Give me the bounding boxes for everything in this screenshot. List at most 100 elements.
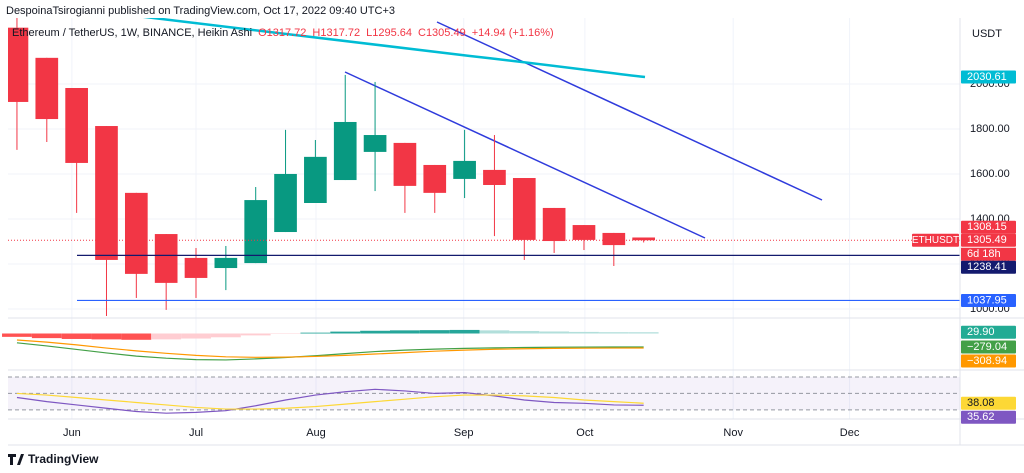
- indicator-line: [16, 392, 644, 410]
- x-tick-label: Jun: [63, 427, 81, 439]
- indicator-label-bg: [961, 396, 1016, 410]
- histogram-bar: [210, 333, 241, 338]
- candle-body: [35, 57, 59, 120]
- indicator-label-bg: [961, 340, 1016, 354]
- indicator-label: 38.08: [967, 397, 995, 409]
- price-label: 1305.49: [967, 234, 1007, 246]
- candle-body: [214, 257, 238, 269]
- histogram-bar: [181, 333, 211, 339]
- x-tick-label: Jul: [189, 427, 203, 439]
- candle-body: [542, 207, 566, 242]
- candle-body: [95, 126, 118, 260]
- indicator-label: 35.62: [967, 411, 995, 423]
- x-tick-label: Aug: [306, 427, 326, 439]
- indicator-label: −279.04: [967, 341, 1007, 353]
- price-label-bg: [961, 70, 1016, 84]
- candle-body: [512, 178, 536, 240]
- axis-labels: JunJulAugSepOctNovDec1000.001200.001400.…: [63, 70, 1016, 439]
- histogram-bar: [539, 331, 570, 334]
- credit: DespoinaTsirogianni published on Trading…: [6, 5, 395, 17]
- histogram-bar: [240, 333, 271, 336]
- price-label: 1037.95: [967, 294, 1007, 306]
- x-tick-label: Oct: [576, 427, 593, 439]
- symbol-title: Ethereum / TetherUS, 1W, BINANCE, Heikin…: [12, 27, 253, 39]
- price-label-bg: [961, 293, 1016, 307]
- histogram-bar: [61, 333, 92, 339]
- candle-body: [632, 237, 656, 241]
- symbol-tag-bg: [912, 233, 959, 247]
- indicator-label-bg: [961, 354, 1016, 368]
- countdown: 6d 18h: [967, 248, 1001, 260]
- histogram-bar: [31, 333, 62, 339]
- price-label: 1238.41: [967, 261, 1007, 273]
- price-label-bg: [961, 260, 1016, 274]
- histogram-bar: [598, 332, 629, 334]
- candle-body: [483, 169, 506, 185]
- candle-body: [124, 192, 148, 274]
- moving-average-line: [142, 18, 646, 79]
- indicator-label-bg: [961, 410, 1016, 424]
- histogram-bar: [300, 332, 331, 334]
- candle-body: [274, 173, 297, 233]
- histogram-bar: [151, 333, 182, 340]
- candle-body: [423, 164, 447, 193]
- axis-unit: USDT: [972, 28, 1002, 40]
- ohlc-open: O1317.72: [258, 27, 307, 39]
- histogram-bar: [509, 330, 540, 334]
- histogram-bar: [479, 330, 510, 334]
- histogram-bar: [330, 331, 361, 334]
- logo-mark: [8, 454, 24, 465]
- indicator-line: [16, 388, 644, 414]
- histogram-bar: [2, 333, 32, 337]
- histogram-bar: [628, 332, 659, 334]
- histogram-bar: [419, 330, 450, 334]
- indicator-line: [16, 339, 644, 358]
- histogram-bar: [449, 329, 480, 334]
- candle-body: [65, 87, 88, 163]
- ohlc-close: C1305.49: [418, 27, 466, 39]
- price-label-bg: [961, 233, 1016, 247]
- indicator-label-bg: [961, 325, 1016, 339]
- candle-body: [393, 142, 417, 186]
- candle-body: [8, 27, 29, 102]
- price-pane: [8, 18, 960, 316]
- y-tick-label: 1800.00: [970, 123, 1010, 135]
- candle-body: [453, 160, 476, 179]
- trend-line: [436, 21, 823, 201]
- histogram-bar: [569, 331, 599, 334]
- histogram-bar: [121, 333, 152, 340]
- candle-body: [602, 232, 626, 246]
- trend-line: [344, 71, 706, 239]
- candle-body: [184, 257, 208, 278]
- countdown-bg: [961, 247, 1016, 261]
- x-tick-label: Nov: [723, 427, 743, 439]
- y-tick-label: 1600.00: [970, 168, 1010, 180]
- candle-body: [363, 135, 387, 152]
- price-label: 2030.61: [967, 71, 1007, 83]
- indicator-label: −308.94: [967, 355, 1007, 367]
- logo: TradingView: [8, 452, 99, 466]
- candle-body: [572, 225, 596, 240]
- footer-brand: TradingView: [28, 452, 99, 466]
- ohlc-low: L1295.64: [366, 27, 412, 39]
- price-label-bg: [961, 220, 1016, 234]
- ohlc-change: +14.94 (+1.16%): [471, 27, 554, 39]
- x-tick-label: Sep: [454, 427, 474, 439]
- symbol-tag: ETHUSDT: [912, 235, 959, 246]
- histogram-bar: [360, 330, 390, 334]
- symbol-header: Ethereum / TetherUS, 1W, BINANCE, Heikin…: [12, 27, 554, 39]
- indicator-label: 29.90: [967, 326, 995, 338]
- indicator-line: [16, 342, 644, 361]
- histogram-bar: [91, 333, 122, 340]
- candle-body: [154, 234, 178, 283]
- ohlc-high: H1317.72: [312, 27, 361, 39]
- x-tick-label: Dec: [840, 427, 860, 439]
- candle-body: [244, 200, 268, 264]
- candle-body: [304, 156, 327, 203]
- price-label: 1308.15: [967, 221, 1007, 233]
- grid: [8, 18, 960, 419]
- histogram-bar: [389, 330, 420, 334]
- candle-body: [333, 121, 357, 181]
